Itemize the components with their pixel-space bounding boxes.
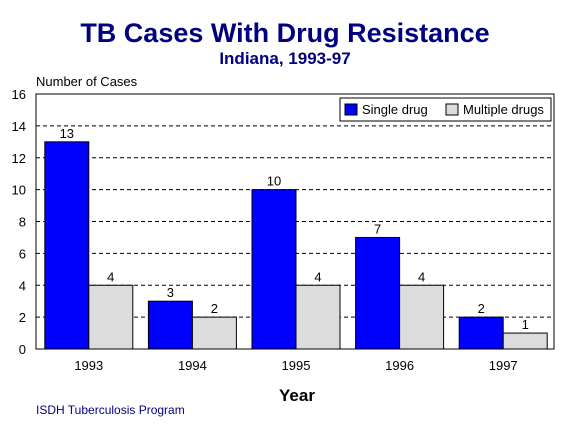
data-label: 3	[167, 285, 174, 300]
data-label: 2	[478, 301, 485, 316]
bar-multiple-drugs-1995	[295, 284, 341, 350]
x-axis-label: Year	[279, 386, 315, 405]
y-axis-label: Number of Cases	[36, 74, 138, 89]
legend-swatch	[344, 103, 358, 116]
data-label: 4	[418, 269, 425, 284]
x-tick-label: 1995	[282, 358, 311, 373]
bar-single-drug-1995	[251, 189, 297, 350]
chart-subtitle: Indiana, 1993-97	[219, 49, 351, 68]
y-tick-label: 2	[19, 310, 26, 325]
y-tick-label: 12	[12, 151, 26, 166]
y-tick-label: 4	[19, 278, 26, 293]
bar-single-drug-1993	[44, 141, 90, 350]
data-label: 4	[107, 269, 114, 284]
chart-title: TB Cases With Drug Resistance	[80, 18, 490, 48]
bar-multiple-drugs-1996	[399, 284, 445, 350]
bar-multiple-drugs-1997	[502, 332, 548, 350]
legend-swatch	[445, 103, 459, 116]
x-tick-label: 1994	[178, 358, 207, 373]
y-tick-label: 0	[19, 342, 26, 357]
x-tick-label: 1993	[74, 358, 103, 373]
bar-single-drug-1996	[355, 236, 401, 350]
y-tick-label: 8	[19, 215, 26, 230]
legend: Single drug Multiple drugs	[339, 97, 552, 122]
data-label: 13	[60, 126, 74, 141]
data-label: 10	[267, 174, 281, 189]
x-tick-label: 1996	[385, 358, 414, 373]
y-tick-label: 6	[19, 246, 26, 261]
x-tick-label: 1997	[489, 358, 518, 373]
y-tick-label: 14	[12, 119, 26, 134]
bar-single-drug-1997	[458, 316, 504, 350]
data-label: 2	[211, 301, 218, 316]
data-label: 1	[522, 317, 529, 332]
data-label: 4	[314, 269, 321, 284]
bar-single-drug-1994	[147, 300, 193, 350]
bar-multiple-drugs-1994	[191, 316, 237, 350]
data-label: 7	[374, 221, 381, 236]
source-note: ISDH Tuberculosis Program	[36, 403, 185, 417]
legend-label: Multiple drugs	[463, 102, 544, 117]
y-tick-label: 16	[12, 87, 26, 102]
bar-multiple-drugs-1993	[88, 284, 134, 350]
legend-label: Single drug	[362, 102, 428, 117]
y-tick-label: 10	[12, 183, 26, 198]
